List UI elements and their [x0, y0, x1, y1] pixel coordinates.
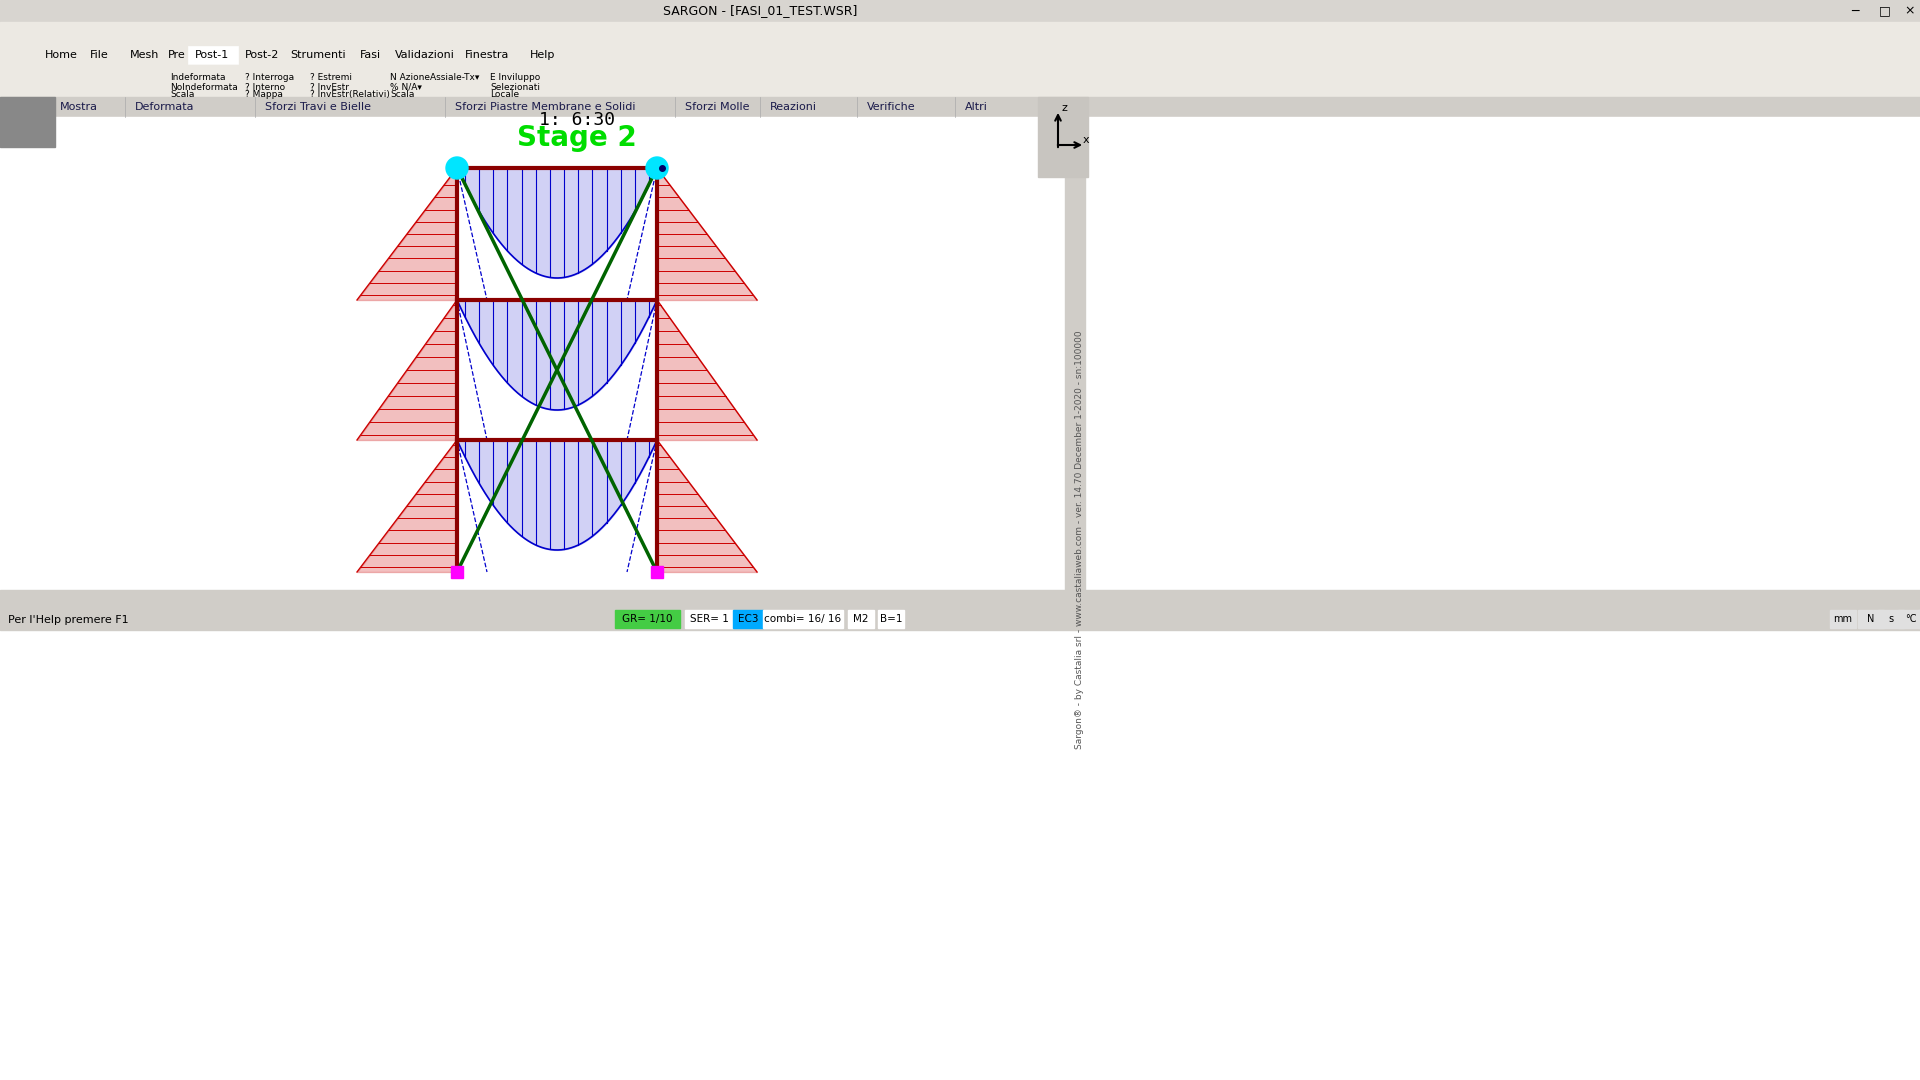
- Text: Post-2: Post-2: [246, 50, 280, 60]
- Text: Sargon® - by Castalia srl - www.castaliaweb.com - ver. 14.70 December 1-2020 - s: Sargon® - by Castalia srl - www.castalia…: [1075, 330, 1085, 750]
- Text: NoIndeformata: NoIndeformata: [171, 83, 238, 92]
- Bar: [0, 97, 1920, 117]
- Bar: [1859, 610, 1884, 627]
- Text: Scala: Scala: [171, 90, 194, 99]
- Text: Help: Help: [530, 50, 555, 60]
- Text: Fasi: Fasi: [361, 50, 382, 60]
- Text: Reazioni: Reazioni: [770, 102, 818, 112]
- Text: ×: ×: [1905, 4, 1916, 17]
- Text: Deformata: Deformata: [134, 102, 194, 112]
- Text: % N/A▾: % N/A▾: [390, 83, 422, 92]
- Text: 1: 6:30: 1: 6:30: [540, 111, 614, 129]
- Text: ? InvEstr: ? InvEstr: [309, 83, 349, 92]
- Bar: [1899, 610, 1920, 627]
- Text: ─: ─: [1851, 4, 1859, 17]
- Text: B=1: B=1: [879, 615, 902, 624]
- Text: ? Interroga: ? Interroga: [246, 73, 294, 82]
- Text: Sforzi Travi e Bielle: Sforzi Travi e Bielle: [265, 102, 371, 112]
- Bar: [1878, 610, 1905, 627]
- Text: Per l'Help premere F1: Per l'Help premere F1: [8, 615, 129, 625]
- Text: □: □: [1880, 4, 1891, 17]
- Text: EC3: EC3: [737, 615, 758, 624]
- Bar: [0, 65, 1920, 97]
- Text: E Inviluppo: E Inviluppo: [490, 73, 540, 82]
- Bar: [1039, 97, 1089, 177]
- Bar: [762, 610, 843, 627]
- Text: Validazioni: Validazioni: [396, 50, 455, 60]
- Text: Selezionati: Selezionati: [490, 83, 540, 92]
- Bar: [451, 566, 463, 578]
- Text: ? Mappa: ? Mappa: [246, 90, 282, 99]
- Text: N: N: [1868, 615, 1874, 624]
- Text: °C: °C: [1905, 615, 1916, 624]
- Text: Mesh: Mesh: [131, 50, 159, 60]
- Bar: [0, 610, 1920, 630]
- Text: Stage 2: Stage 2: [516, 124, 637, 152]
- Bar: [0, 97, 56, 147]
- Bar: [849, 610, 874, 627]
- Bar: [0, 590, 1920, 610]
- Text: Verifiche: Verifiche: [868, 102, 916, 112]
- Text: Sforzi Piastre Membrane e Solidi: Sforzi Piastre Membrane e Solidi: [455, 102, 636, 112]
- Text: mm: mm: [1834, 615, 1853, 624]
- Bar: [188, 46, 238, 64]
- Text: SER= 1: SER= 1: [689, 615, 728, 624]
- Text: Locale: Locale: [490, 90, 518, 99]
- Bar: [685, 610, 733, 627]
- Text: Altri: Altri: [966, 102, 989, 112]
- Bar: [0, 22, 1920, 45]
- Text: M2: M2: [852, 615, 868, 624]
- Bar: [614, 610, 680, 627]
- Text: x: x: [1083, 135, 1091, 145]
- Text: s: s: [1889, 615, 1893, 624]
- Bar: [1830, 610, 1857, 627]
- Text: Finestra: Finestra: [465, 50, 509, 60]
- Text: File: File: [90, 50, 109, 60]
- Bar: [0, 0, 1920, 22]
- Text: Scala: Scala: [390, 90, 415, 99]
- Bar: [0, 117, 1920, 590]
- Bar: [877, 610, 904, 627]
- Text: ? Interno: ? Interno: [246, 83, 286, 92]
- Text: z: z: [1062, 103, 1068, 113]
- Text: Run!: Run!: [10, 102, 36, 112]
- Text: Home: Home: [44, 50, 79, 60]
- Text: Pre: Pre: [169, 50, 186, 60]
- Bar: [733, 610, 762, 627]
- Text: ? Estremi: ? Estremi: [309, 73, 351, 82]
- Text: GR= 1/10: GR= 1/10: [622, 615, 672, 624]
- Text: Strumenti: Strumenti: [290, 50, 346, 60]
- Circle shape: [445, 157, 468, 179]
- Text: Indeformata: Indeformata: [171, 73, 225, 82]
- Text: ? InvEstr(Relativi): ? InvEstr(Relativi): [309, 90, 390, 99]
- Bar: [651, 566, 662, 578]
- Bar: [1918, 610, 1920, 627]
- Text: N AzioneAssiale-Tx▾: N AzioneAssiale-Tx▾: [390, 73, 480, 82]
- Text: SARGON - [FASI_01_TEST.WSR]: SARGON - [FASI_01_TEST.WSR]: [662, 4, 856, 17]
- Circle shape: [645, 157, 668, 179]
- Text: Sforzi Molle: Sforzi Molle: [685, 102, 749, 112]
- Text: combi= 16/ 16: combi= 16/ 16: [764, 615, 841, 624]
- Bar: [0, 45, 1920, 65]
- Bar: [1066, 117, 1085, 590]
- Text: Post-1: Post-1: [196, 50, 228, 60]
- Text: Mostra: Mostra: [60, 102, 98, 112]
